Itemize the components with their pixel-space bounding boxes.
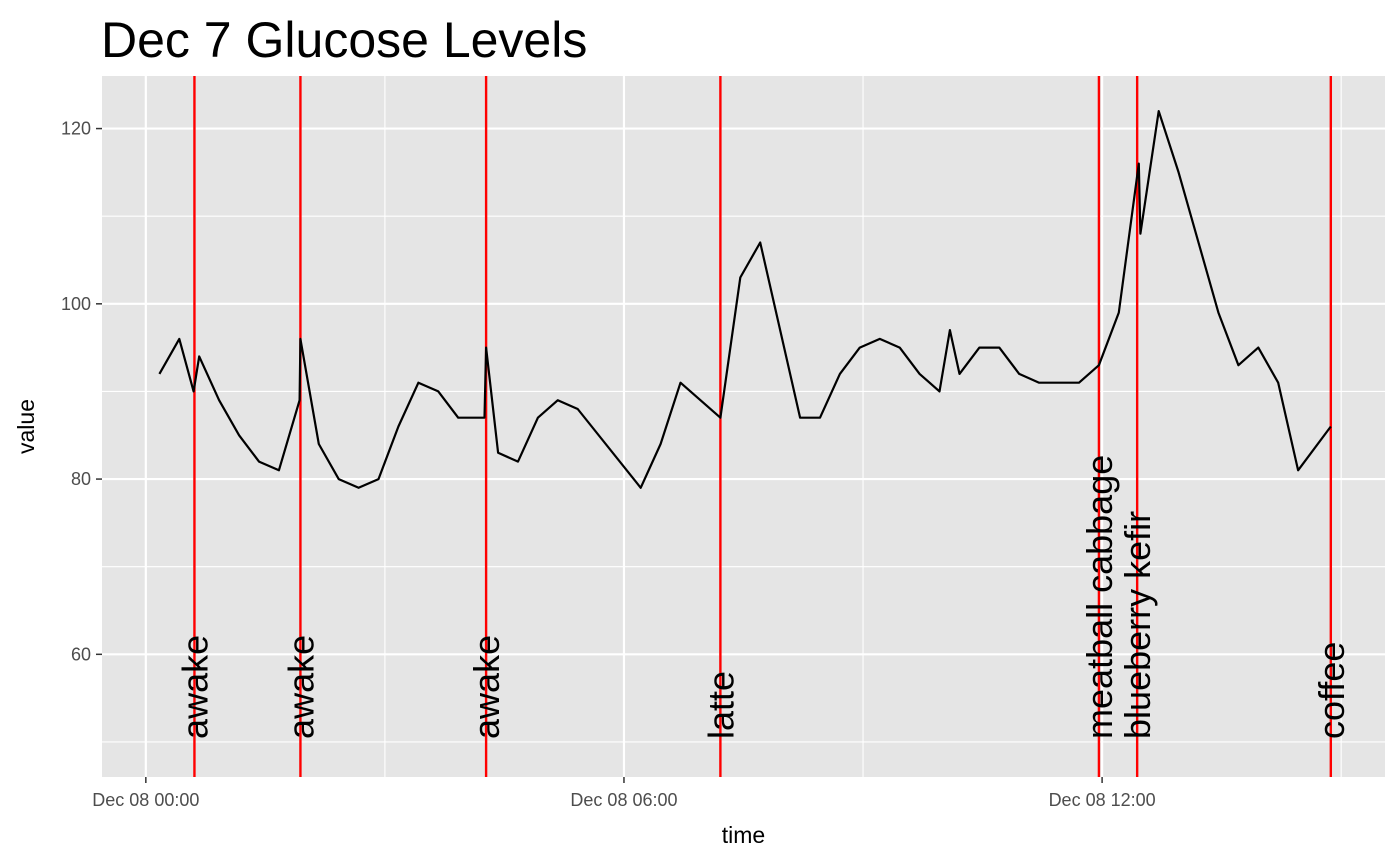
y-tick-label: 100 [61, 294, 91, 314]
event-label: awake [466, 635, 507, 739]
y-tick-label: 120 [61, 119, 91, 139]
event-label: latte [700, 671, 741, 739]
series-line-glucose [158, 110, 1332, 489]
y-tick-label: 60 [71, 644, 91, 664]
event-label: awake [174, 635, 215, 739]
event-label: coffee [1311, 642, 1352, 739]
minor-grid [102, 76, 1385, 777]
y-axis-title: value [13, 399, 39, 454]
chart-title: Dec 7 Glucose Levels [101, 12, 587, 68]
y-axis: 60 80 100 120 [61, 119, 102, 664]
x-tick-label: Dec 08 06:00 [570, 790, 677, 810]
series-layer [158, 110, 1332, 489]
x-axis: Dec 08 00:00 Dec 08 06:00 Dec 08 12:00 [92, 777, 1156, 810]
x-tick-label: Dec 08 00:00 [92, 790, 199, 810]
major-grid [102, 76, 1385, 777]
event-label: awake [280, 635, 321, 739]
x-axis-title: time [722, 822, 765, 848]
event-labels: awake awake awake latte meatball cabbageblue… [174, 455, 1351, 739]
event-lines [193, 76, 1333, 777]
event-label: blueberry kefir [1117, 511, 1158, 739]
y-tick-label: 80 [71, 469, 91, 489]
x-tick-label: Dec 08 12:00 [1049, 790, 1156, 810]
event-label: meatball cabbage [1079, 455, 1120, 739]
